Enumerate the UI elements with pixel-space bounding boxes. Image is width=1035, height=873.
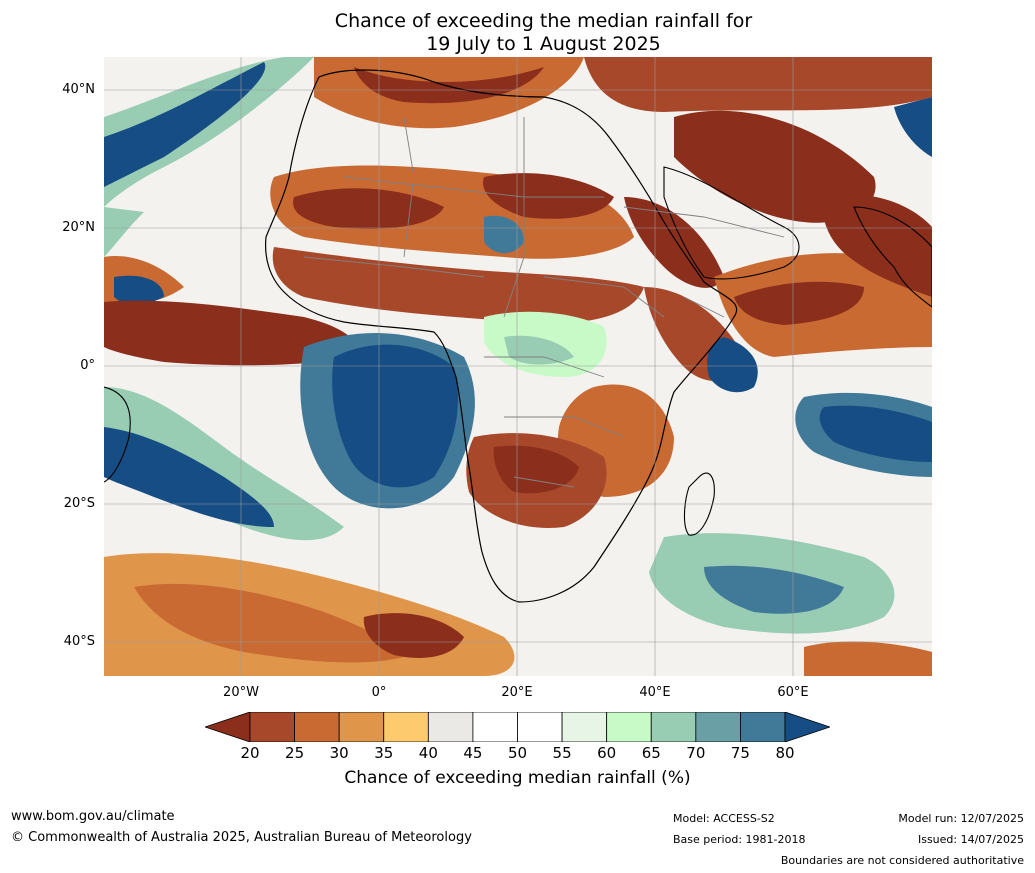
lon-label-0: 0°	[371, 685, 387, 700]
lat-label-0: 0°	[80, 358, 95, 373]
colorbar-cells	[205, 712, 830, 742]
colorbar-tick-label: 80	[775, 744, 795, 762]
lat-label-20s: 20°S	[63, 496, 95, 511]
colorbar-cell	[695, 712, 741, 742]
colorbar-cell	[472, 712, 518, 742]
south-atlantic-green	[104, 387, 344, 541]
sahara-east-dark	[483, 173, 614, 219]
lon-label-60e: 60°E	[777, 685, 809, 700]
lon-label-20e: 20°E	[501, 685, 533, 700]
equatorial-atlantic-brown	[104, 300, 357, 366]
colorbar-tick-label: 50	[507, 744, 528, 762]
colorbar-ticks: 20 25 30 35 40 45 50 55 60 65 70 75 80	[0, 744, 1035, 764]
map-svg	[104, 57, 932, 676]
madagascar-outline	[683, 472, 715, 536]
south-america-outline	[104, 386, 131, 483]
title-line-2: 19 July to 1 August 2025	[426, 33, 661, 55]
lat-label-40n: 40°N	[62, 82, 95, 97]
map-title: Chance of exceeding the median rainfall …	[0, 10, 1035, 56]
colorbar-tick-label: 45	[463, 744, 483, 762]
model-text: Model: ACCESS-S2	[673, 812, 775, 825]
central-asia-blue	[894, 97, 932, 157]
title-line-1: Chance of exceeding the median rainfall …	[334, 10, 753, 32]
colorbar-tick-label: 35	[374, 744, 394, 762]
red-sea-brown	[624, 197, 724, 288]
sahara-west-dark	[293, 188, 444, 229]
lat-label-20n: 20°N	[62, 220, 95, 235]
colorbar-cell	[294, 712, 340, 742]
southern-ocean-brown	[134, 583, 404, 663]
sahel-brown	[272, 247, 644, 324]
lat-label-40s: 40°S	[63, 634, 95, 649]
colorbar	[205, 712, 830, 742]
model-run-text: Model run: 12/07/2025	[898, 812, 1024, 825]
north-atlantic-blue	[104, 62, 266, 187]
colorbar-extend-low	[205, 712, 251, 742]
colorbar-tick-label: 75	[730, 744, 750, 762]
west-africa-blue	[114, 275, 164, 305]
india-brown	[822, 194, 932, 297]
southeast-brown	[804, 641, 932, 676]
colorbar-tick-label: 30	[329, 744, 349, 762]
southern-ocean-dark	[363, 613, 464, 658]
base-period-text: Base period: 1981-2018	[673, 833, 806, 846]
issued-text: Issued: 14/07/2025	[917, 833, 1024, 846]
south-atlantic-blue	[104, 427, 274, 527]
colorbar-tick-label: 60	[597, 744, 617, 762]
colorbar-tick-label: 70	[686, 744, 706, 762]
colorbar-cell	[740, 712, 786, 742]
colorbar-label: Chance of exceeding median rainfall (%)	[344, 768, 691, 788]
north-east-brown	[584, 57, 932, 112]
atlantic-green-patch	[104, 207, 144, 257]
indian-ocean-blue	[819, 405, 932, 462]
north-atlantic-green	[104, 57, 314, 207]
south-indian-blue	[704, 565, 844, 614]
copyright-text: © Commonwealth of Australia 2025, Austra…	[11, 830, 472, 845]
somali-coast-blue	[707, 337, 758, 393]
india-outline	[853, 206, 932, 308]
lon-label-40e: 40°E	[639, 685, 671, 700]
colorbar-cell	[606, 712, 652, 742]
colorbar-cell	[517, 712, 563, 742]
africa-coastline	[264, 69, 738, 603]
middle-east-brown	[674, 110, 876, 223]
colorbar-cell	[338, 712, 385, 742]
chad-blue-patch	[484, 215, 524, 254]
colorbar-cell	[561, 712, 608, 742]
colorbar-cell	[650, 712, 697, 742]
country-borders	[303, 116, 785, 488]
colorbar-tick-label: 20	[240, 744, 260, 762]
lon-label-20w: 20°W	[223, 685, 259, 700]
disclaimer-text: Boundaries are not considered authoritat…	[780, 854, 1024, 867]
colorbar-cell	[383, 712, 429, 742]
gulf-of-guinea-blue	[332, 344, 458, 488]
colorbar-tick-label: 55	[552, 744, 572, 762]
colorbar-tick-label: 40	[418, 744, 438, 762]
graticule	[104, 57, 932, 676]
website-link[interactable]: www.bom.gov.au/climate	[11, 809, 175, 824]
colorbar-cell	[427, 712, 474, 742]
colorbar-tick-label: 65	[641, 744, 661, 762]
colorbar-tick-label: 25	[285, 744, 305, 762]
colorbar-extend-high	[784, 712, 830, 742]
colorbar-cell	[249, 712, 295, 742]
southern-africa-dark	[493, 445, 579, 494]
arabia-outline	[663, 166, 800, 280]
rainfall-probability-map	[104, 57, 932, 676]
arabian-sea-dark	[734, 281, 864, 325]
